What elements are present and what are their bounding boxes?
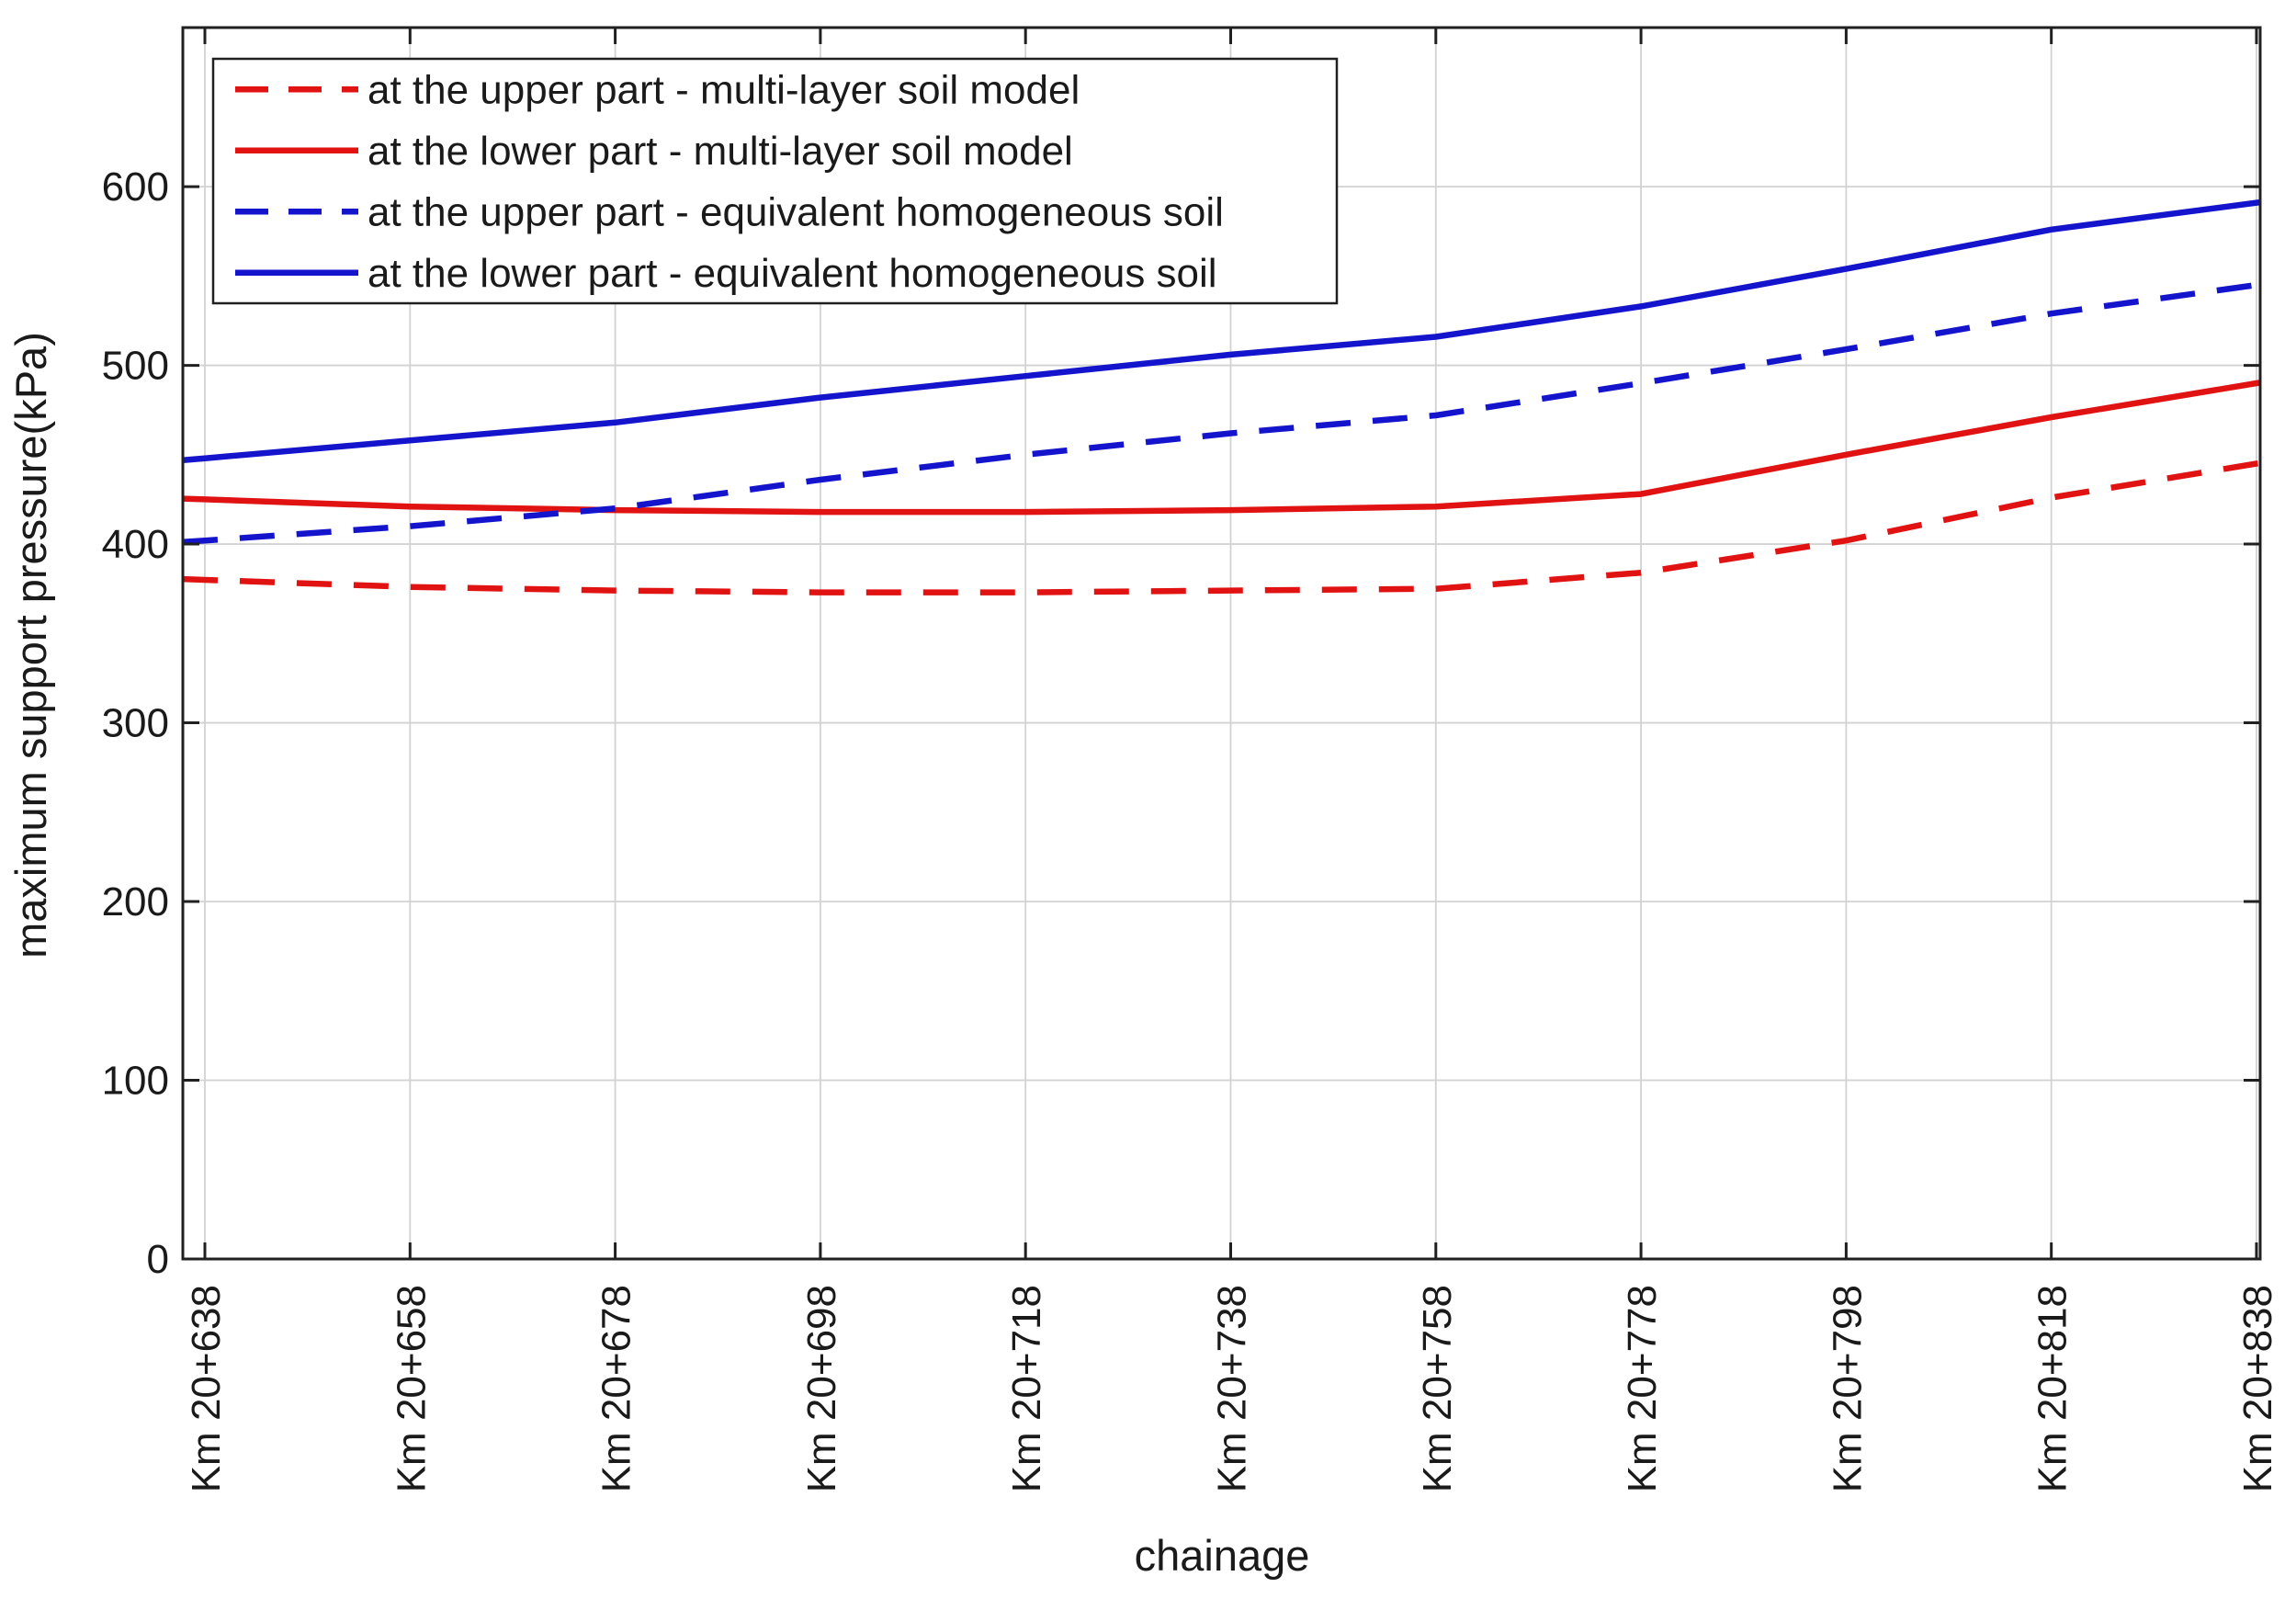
y-tick-labels: 0 100 200 300 400 500 600 [102,164,169,1282]
y-axis-label: maximum support pressure(kPa) [6,332,55,958]
plot-frame [181,26,2262,1261]
series-line-dashed-blue [182,281,2261,546]
x-tick-label: Km 20+718 [1004,1285,1049,1492]
y-tick-label: 600 [102,164,169,210]
legend-box [211,57,1339,305]
x-tick-label: Km 20+738 [1209,1285,1254,1492]
x-axis-label: chainage [1135,1531,1310,1580]
x-tick-label: Km 20+658 [389,1285,434,1492]
y-tick-label: 500 [102,344,169,389]
legend-label: at the lower part - equivalent homogeneo… [368,251,1217,296]
legend-entry: at the lower part - multi-layer soil mod… [235,129,1073,174]
x-tick-label: Km 20+818 [2030,1285,2075,1492]
legend-entry: at the upper part - multi-layer soil mod… [235,67,1080,112]
y-tick-label: 200 [102,879,169,924]
series-line-solid-red [182,380,2261,516]
legend: at the upper part - multi-layer soil mod… [211,57,1339,305]
series-line-dashed-red [182,459,2261,595]
x-tick-label: Km 20+778 [1620,1285,1665,1492]
legend-entry: at the lower part - equivalent homogeneo… [235,251,1217,296]
legend-label: at the upper part - multi-layer soil mod… [368,67,1080,112]
y-tick-label: 400 [102,522,169,567]
x-tick-label: Km 20+758 [1415,1285,1460,1492]
series-line-solid-blue [182,198,2261,464]
series-lines [182,198,2261,595]
legend-label: at the lower part - multi-layer soil mod… [368,129,1073,174]
y-tick-label: 300 [102,701,169,746]
y-tick-label: 100 [102,1059,169,1104]
y-tick-label: 0 [147,1237,169,1282]
x-tick-label: Km 20+698 [799,1285,844,1492]
x-tick-label: Km 20+838 [2235,1285,2280,1492]
x-tick-label: Km 20+678 [594,1285,639,1492]
x-tick-label: Km 20+798 [1825,1285,1870,1492]
legend-entry: at the upper part - equivalent homogeneo… [235,189,1224,234]
tick-marks [183,28,2260,1261]
x-tick-label: Km 20+638 [184,1285,229,1492]
x-tick-labels: Km 20+638 Km 20+658 Km 20+678 Km 20+698 Km 2… [184,1285,2280,1492]
legend-label: at the upper part - equivalent homogeneo… [368,189,1224,234]
